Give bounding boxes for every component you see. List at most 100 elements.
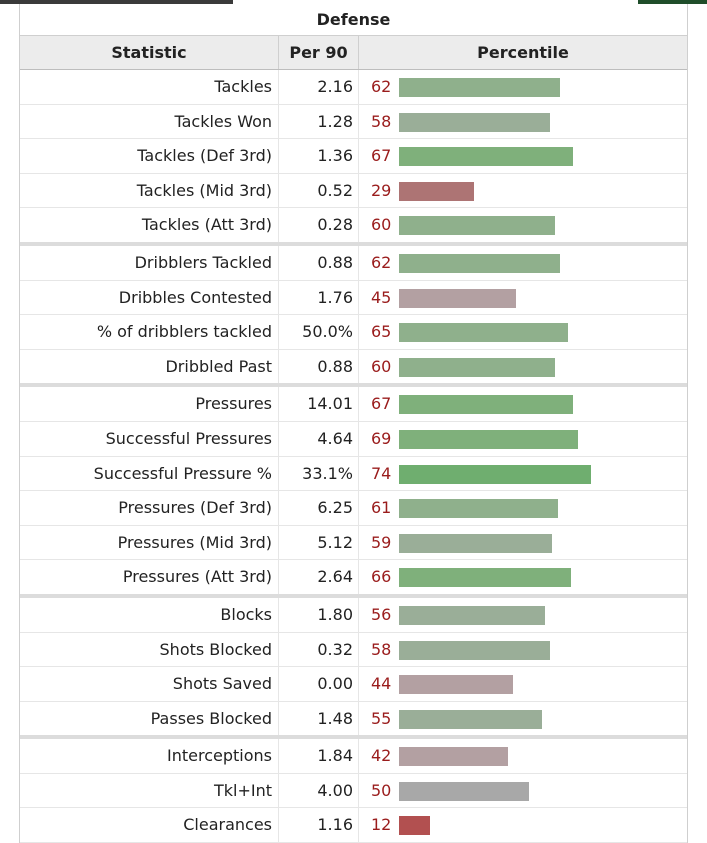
stat-name[interactable]: Dribblers Tackled	[20, 245, 279, 280]
percentile-value: 50	[371, 780, 392, 800]
percentile-value: 45	[371, 287, 392, 307]
table-row: Tackles (Att 3rd) 0.28 60	[20, 208, 687, 246]
percentile-value: 58	[371, 111, 392, 131]
percentile-bar	[399, 747, 508, 767]
per90-value: 4.64	[279, 421, 359, 456]
stat-name[interactable]: Tackles (Att 3rd)	[20, 208, 279, 242]
percentile-bar	[399, 640, 550, 660]
stat-name[interactable]: Tackles	[20, 70, 279, 104]
percentile-cell: 29	[359, 174, 687, 208]
column-header-percentile[interactable]: Percentile	[477, 43, 569, 62]
percentile-cell: 60	[359, 350, 687, 384]
per90-value: 1.80	[279, 597, 359, 632]
table-row: Interceptions 1.84 42	[20, 739, 687, 774]
percentile-value: 65	[371, 322, 392, 342]
per90-value: 0.52	[279, 173, 359, 208]
percentile-value: 60	[371, 356, 392, 376]
percentile-cell: 66	[359, 560, 687, 594]
stat-name[interactable]: Successful Pressure %	[20, 456, 279, 491]
stat-name[interactable]: Passes Blocked	[20, 701, 279, 736]
stat-name[interactable]: Tackles Won	[20, 104, 279, 139]
per90-value: 0.88	[279, 349, 359, 384]
percentile-bar	[399, 568, 571, 588]
table-row: Clearances 1.16 12	[20, 808, 687, 843]
table-row: Shots Blocked 0.32 58	[20, 632, 687, 668]
stat-name[interactable]: Dribbles Contested	[20, 280, 279, 315]
percentile-value: 55	[371, 708, 392, 728]
table-row: Tackles Won 1.28 58	[20, 104, 687, 140]
stat-name[interactable]: Clearances	[20, 808, 279, 843]
table-row: Blocks 1.80 56	[20, 597, 687, 633]
stat-name[interactable]: Pressures (Mid 3rd)	[20, 525, 279, 560]
section-title: Defense	[20, 4, 687, 36]
table-row: Pressures (Att 3rd) 2.64 66	[20, 560, 687, 598]
stat-name[interactable]: Successful Pressures	[20, 421, 279, 456]
stat-name[interactable]: Interceptions	[20, 739, 279, 773]
stat-name[interactable]: Pressures	[20, 387, 279, 421]
table-row: Passes Blocked 1.48 55	[20, 701, 687, 740]
percentile-cell: 74	[359, 457, 687, 491]
percentile-value: 62	[371, 77, 392, 96]
stat-name[interactable]: Pressures (Att 3rd)	[20, 560, 279, 594]
percentile-value: 74	[371, 463, 392, 483]
stat-name[interactable]: Dribbled Past	[20, 349, 279, 384]
top-strip-right	[638, 0, 707, 4]
per90-value: 1.28	[279, 104, 359, 139]
stat-name[interactable]: Tkl+Int	[20, 773, 279, 808]
percentile-value: 59	[371, 532, 392, 552]
percentile-cell: 12	[359, 808, 687, 842]
table-row: % of dribblers tackled 50.0% 65	[20, 315, 687, 350]
stat-name[interactable]: % of dribblers tackled	[20, 315, 279, 349]
top-strip-left	[0, 0, 233, 4]
stat-name[interactable]: Pressures (Def 3rd)	[20, 491, 279, 525]
table-row: Pressures 14.01 67	[20, 387, 687, 422]
table-row: Tackles (Mid 3rd) 0.52 29	[20, 173, 687, 209]
table-row: Tackles 2.16 62	[20, 70, 687, 105]
per90-value: 0.00	[279, 667, 359, 701]
per90-value: 4.00	[279, 773, 359, 808]
per90-value: 0.28	[279, 208, 359, 242]
percentile-cell: 58	[359, 105, 687, 139]
percentile-value: 67	[371, 146, 392, 166]
stat-name[interactable]: Shots Blocked	[20, 632, 279, 667]
percentile-value: 56	[371, 604, 392, 624]
table-row: Dribbles Contested 1.76 45	[20, 280, 687, 316]
stat-name[interactable]: Tackles (Def 3rd)	[20, 139, 279, 173]
percentile-cell: 56	[359, 598, 687, 632]
percentile-cell: 62	[359, 246, 687, 280]
percentile-cell: 65	[359, 315, 687, 349]
percentile-value: 66	[371, 567, 392, 587]
percentile-bar	[399, 499, 558, 519]
per90-value: 1.36	[279, 139, 359, 173]
stat-name[interactable]: Blocks	[20, 597, 279, 632]
percentile-value: 44	[371, 674, 392, 694]
percentile-bar	[399, 533, 552, 553]
table-row: Tkl+Int 4.00 50	[20, 773, 687, 809]
percentile-value: 58	[371, 639, 392, 659]
per90-value: 2.64	[279, 560, 359, 594]
table-row: Shots Saved 0.00 44	[20, 667, 687, 702]
stat-name[interactable]: Tackles (Mid 3rd)	[20, 173, 279, 208]
table-row: Pressures (Def 3rd) 6.25 61	[20, 491, 687, 526]
percentile-bar	[399, 464, 591, 484]
percentile-value: 12	[371, 815, 392, 835]
percentile-value: 62	[371, 252, 392, 272]
percentile-cell: 58	[359, 633, 687, 667]
percentile-cell: 42	[359, 739, 687, 773]
percentile-value: 42	[371, 746, 392, 766]
per90-value: 14.01	[279, 387, 359, 421]
percentile-bar	[399, 709, 542, 729]
table-row: Pressures (Mid 3rd) 5.12 59	[20, 525, 687, 561]
stats-rows: Tackles 2.16 62 Tackles Won 1.28 58 Tackles (D…	[20, 70, 687, 843]
percentile-bar	[399, 781, 529, 801]
percentile-cell: 44	[359, 667, 687, 701]
percentile-bar	[399, 147, 573, 167]
per90-value: 0.32	[279, 632, 359, 667]
table-row: Dribbled Past 0.88 60	[20, 349, 687, 388]
column-header-statistic[interactable]: Statistic	[20, 36, 279, 69]
stat-name[interactable]: Shots Saved	[20, 667, 279, 701]
percentile-cell: 45	[359, 281, 687, 315]
percentile-cell: 67	[359, 139, 687, 173]
column-header-per90[interactable]: Per 90	[279, 36, 359, 69]
per90-value: 1.76	[279, 280, 359, 315]
